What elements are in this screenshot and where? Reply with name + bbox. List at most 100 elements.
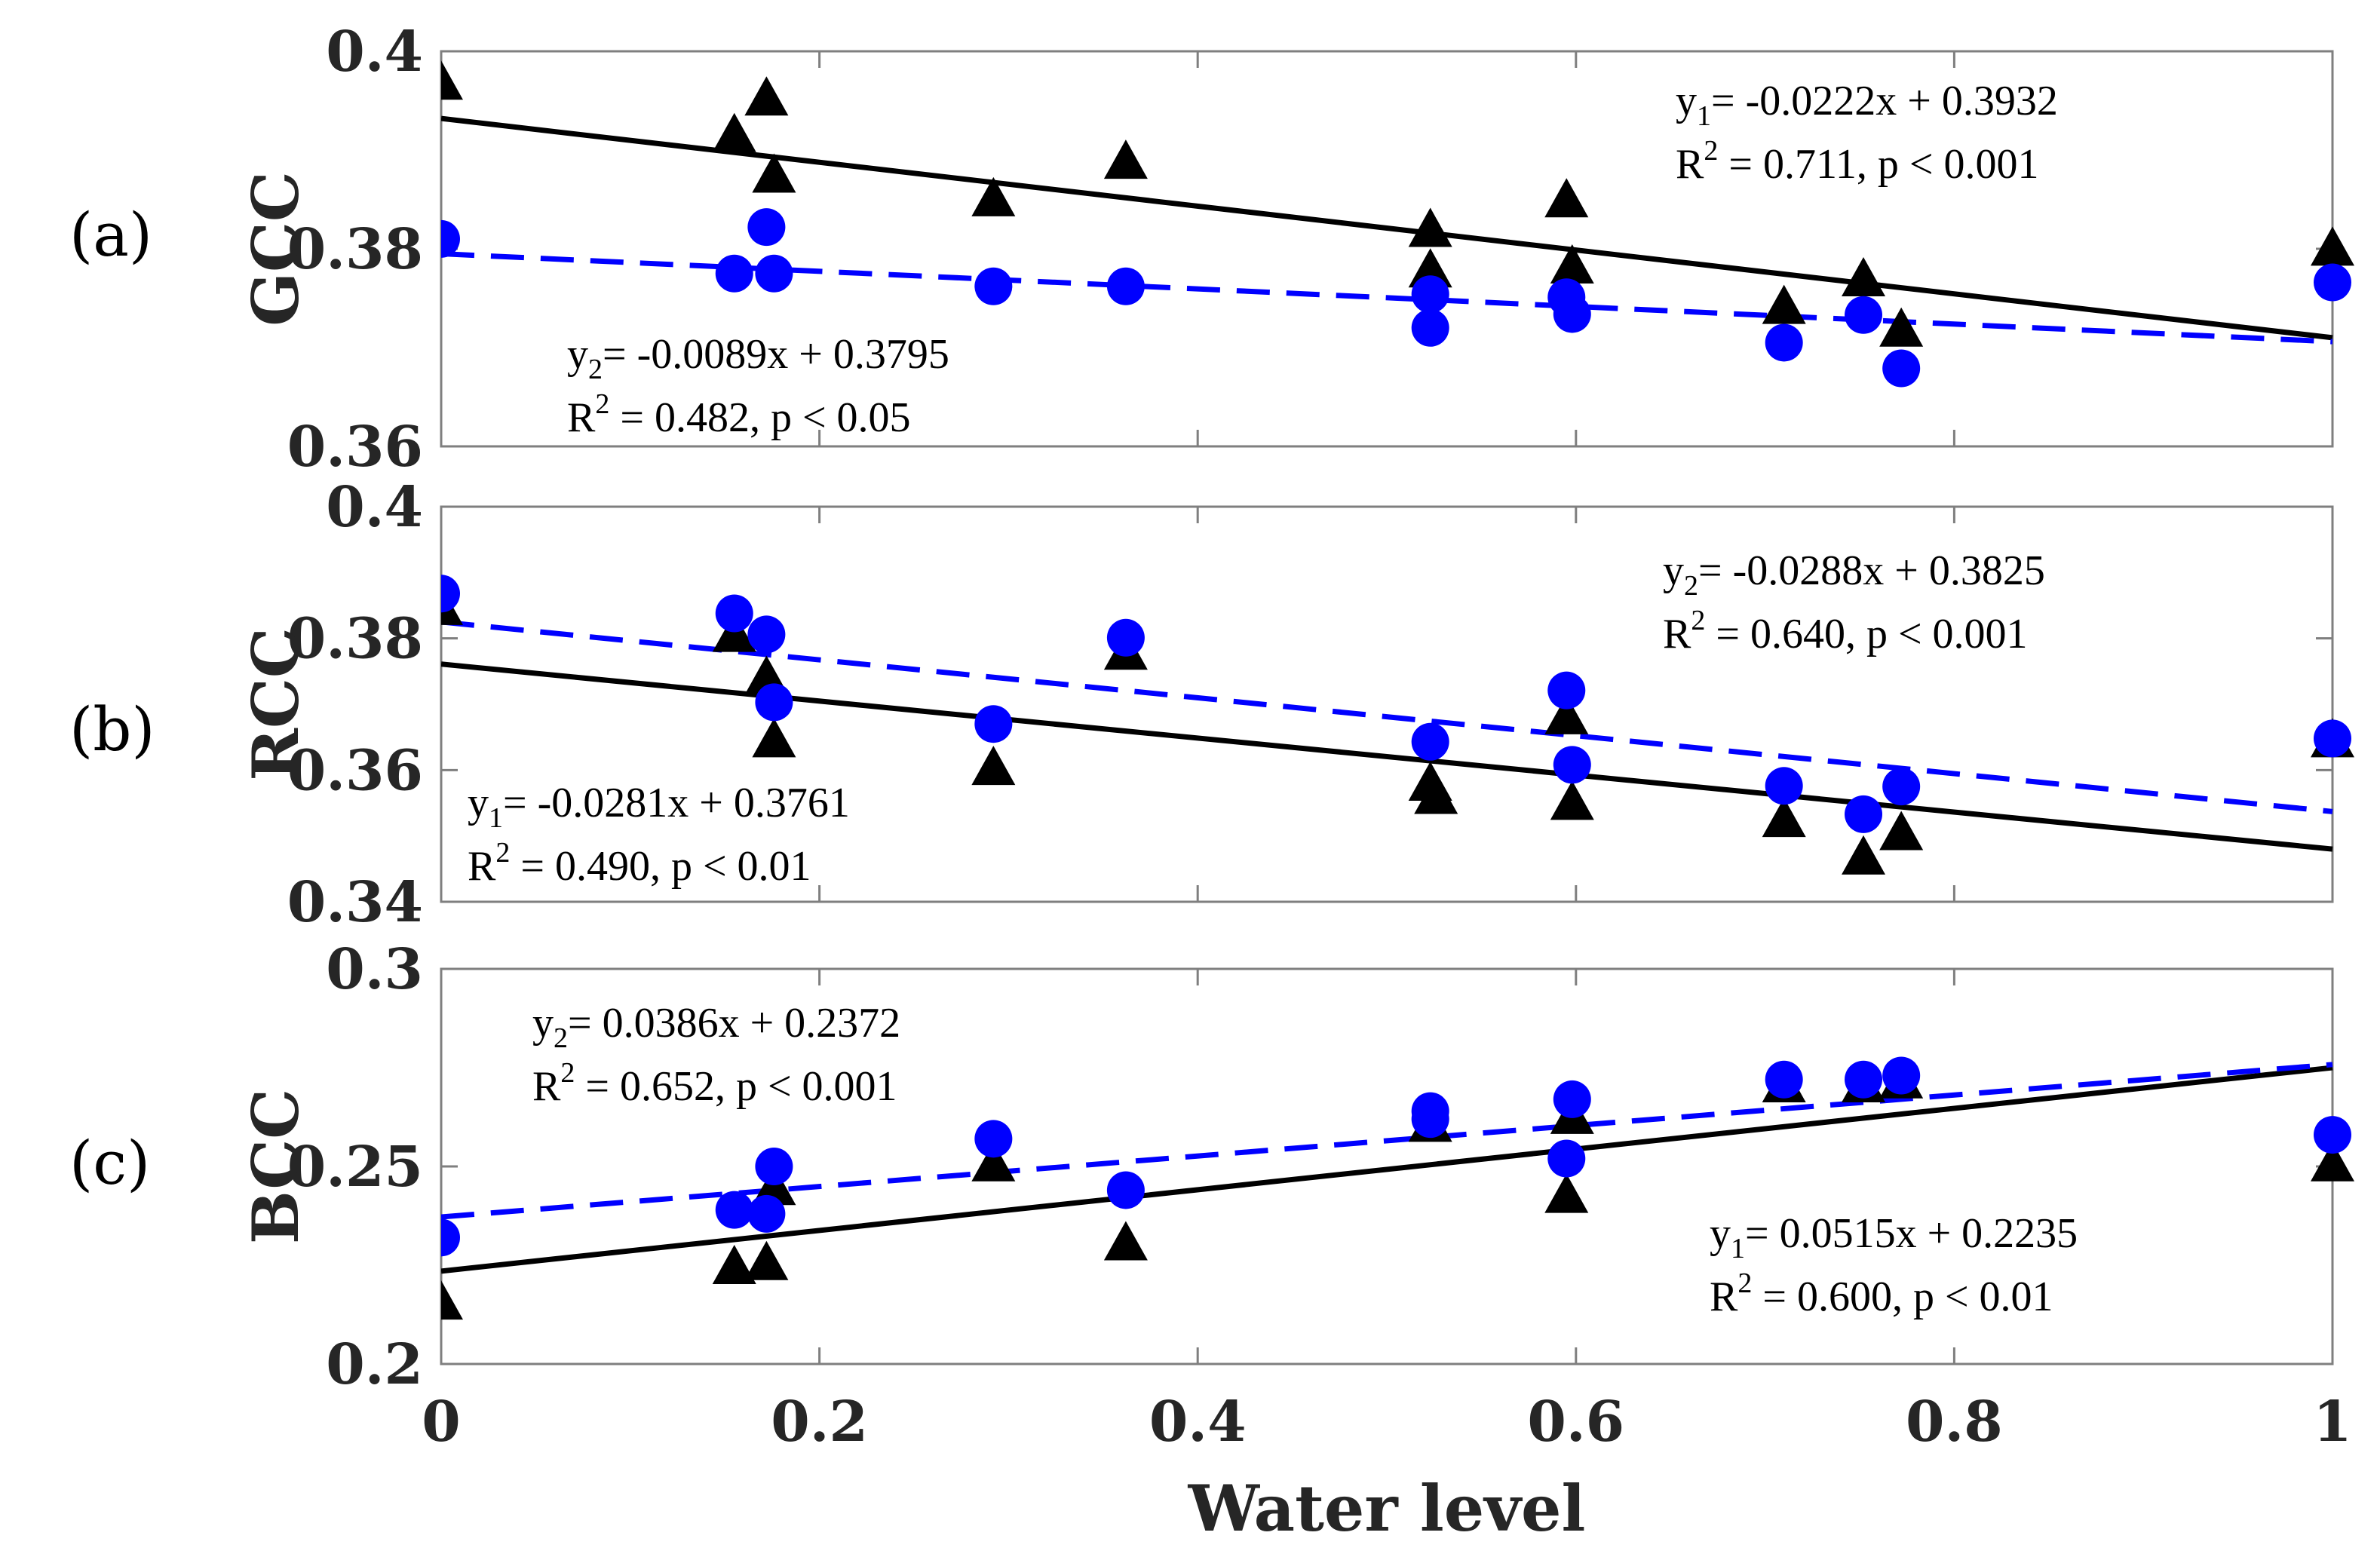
data-point-triangle (752, 718, 796, 758)
data-point-circle (715, 254, 753, 293)
data-point-triangle (1544, 178, 1589, 218)
y-tick-label: 0.3 (326, 937, 423, 1002)
data-point-triangle (2311, 1142, 2354, 1182)
data-point-circle (1411, 722, 1449, 761)
x-tick-label: 0.4 (1149, 1390, 1247, 1454)
panel-label: (a) (69, 200, 152, 270)
data-point-triangle (971, 746, 1016, 786)
data-point-triangle (1879, 811, 1924, 851)
data-point-triangle (712, 112, 756, 152)
data-point-triangle (1879, 307, 1924, 347)
data-point-triangle (744, 1240, 789, 1280)
data-point-circle (1547, 671, 1586, 710)
panel-label: (c) (69, 1128, 150, 1198)
data-point-circle (1411, 1100, 1449, 1139)
data-point-circle (715, 1191, 753, 1229)
data-layer (441, 575, 2354, 875)
data-point-circle (1882, 349, 1921, 388)
data-point-circle (441, 219, 460, 258)
x-axis-label: Water level (1188, 1471, 1586, 1546)
data-point-circle (747, 208, 786, 247)
data-point-triangle (1762, 798, 1806, 838)
data-point-circle (755, 683, 793, 722)
data-point-triangle (752, 153, 796, 193)
data-point-circle (747, 615, 786, 654)
x-tick-label: 0 (422, 1390, 461, 1454)
data-point-circle (1553, 295, 1591, 333)
data-point-triangle (1842, 256, 1886, 296)
regression-equation: y2= -0.0288x + 0.3825 (1663, 547, 2045, 602)
data-point-circle (974, 267, 1013, 305)
fit-line-black (441, 661, 2333, 852)
data-layer (441, 60, 2354, 388)
fit-line-blue (441, 619, 2333, 814)
y-axis-label: BCC (238, 1089, 313, 1244)
y-axis-label: RCC (238, 627, 313, 781)
data-point-circle (715, 594, 753, 633)
y-tick-label: 0.38 (287, 217, 423, 282)
x-tick-label: 0.8 (1906, 1390, 2003, 1454)
data-point-circle (1553, 746, 1591, 784)
data-point-circle (1547, 1139, 1586, 1178)
data-point-triangle (1103, 139, 1148, 179)
regression-equation: y1= -0.0281x + 0.3761 (468, 780, 850, 834)
regression-stats: R2 = 0.711, p < 0.001 (1676, 135, 2038, 188)
regression-equation: y2= -0.0089x + 0.3795 (567, 331, 949, 385)
plot-frame (440, 505, 2334, 903)
data-point-triangle (1414, 774, 1458, 814)
y-tick-label: 0.36 (287, 738, 423, 803)
fit-line-black (441, 115, 2333, 341)
data-point-triangle (1550, 244, 1594, 284)
regression-stats: R2 = 0.640, p < 0.001 (1663, 605, 2028, 657)
data-layer (441, 1056, 2354, 1320)
regression-stats: R2 = 0.652, p < 0.001 (532, 1057, 897, 1110)
data-point-triangle (1544, 694, 1589, 734)
fit-line-black (441, 1065, 2333, 1274)
fit-line-blue (441, 1062, 2333, 1220)
data-point-triangle (1842, 835, 1886, 875)
data-point-circle (755, 1148, 793, 1185)
regression-stats: R2 = 0.482, p < 0.05 (567, 388, 911, 441)
data-point-circle (1106, 267, 1145, 305)
regression-equation: y1= 0.0515x + 0.2235 (1710, 1210, 2078, 1264)
x-tick-label: 0.6 (1527, 1390, 1624, 1454)
data-point-circle (1765, 767, 1803, 805)
x-tick-label: 0.2 (771, 1390, 868, 1454)
y-tick-label: 0.36 (287, 415, 423, 480)
data-point-circle (974, 705, 1013, 743)
panel-1: 0.34 0.36 0.38 0.4 RCC (b) y2= -0.0288x + 0.38… (69, 475, 2354, 935)
data-point-triangle (441, 60, 463, 100)
regression-equation: y1= -0.0222x + 0.3932 (1676, 78, 2058, 132)
data-point-circle (1845, 795, 1883, 833)
data-point-triangle (1762, 284, 1806, 324)
panel-label: (b) (69, 694, 155, 765)
regression-stats: R2 = 0.490, p < 0.01 (468, 837, 811, 890)
data-point-circle (2314, 1116, 2351, 1154)
x-tick-label: 1 (2313, 1390, 2352, 1454)
data-point-triangle (1408, 248, 1452, 288)
data-point-circle (747, 1194, 786, 1233)
data-point-circle (1106, 1171, 1145, 1209)
data-point-circle (1845, 296, 1883, 334)
data-point-circle (1765, 323, 1803, 362)
data-point-triangle (1550, 780, 1594, 820)
data-point-triangle (744, 76, 789, 116)
data-point-circle (2314, 263, 2351, 302)
y-tick-label: 0.2 (326, 1332, 423, 1397)
data-point-triangle (752, 1166, 796, 1206)
regression-stats: R2 = 0.600, p < 0.01 (1710, 1267, 2053, 1320)
data-point-triangle (441, 1280, 463, 1320)
y-tick-label: 0.4 (326, 475, 423, 540)
y-axis-label: GCC (238, 171, 313, 326)
data-point-circle (1411, 308, 1449, 347)
data-point-circle (1411, 275, 1449, 314)
data-point-triangle (712, 1245, 756, 1284)
data-point-triangle (1544, 1173, 1589, 1213)
y-tick-label: 0.38 (287, 607, 423, 672)
regression-equation: y2= 0.0386x + 0.2372 (532, 1000, 900, 1054)
data-point-circle (1106, 618, 1145, 657)
data-point-circle (1765, 1060, 1803, 1099)
